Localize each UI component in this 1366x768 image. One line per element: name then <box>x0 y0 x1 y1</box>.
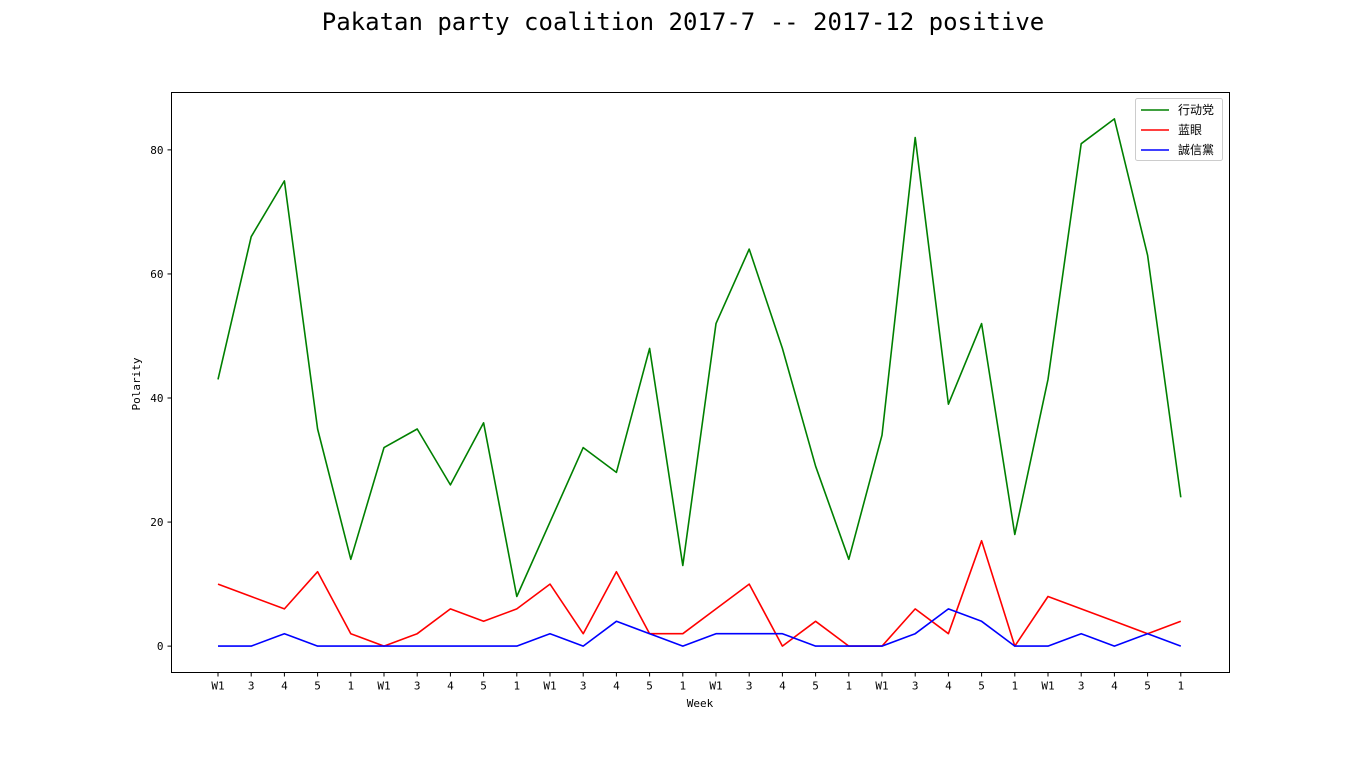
x-tick-label: 1 <box>679 680 686 693</box>
y-axis-label: Polarity <box>130 357 143 410</box>
x-tick-label: 5 <box>978 680 985 693</box>
x-tick-label: 1 <box>1177 680 1184 693</box>
x-tick-label: 4 <box>281 680 288 693</box>
x-tick-label: 1 <box>1011 680 1018 693</box>
y-tick-label: 80 <box>150 144 163 157</box>
series-lines <box>217 118 1182 647</box>
x-axis-label: Week <box>687 697 714 710</box>
x-tick-label: 4 <box>613 680 620 693</box>
legend-box <box>1135 98 1223 161</box>
x-tick-label: W1 <box>543 680 556 693</box>
x-tick-label: 4 <box>779 680 786 693</box>
x-tick-label: 1 <box>347 680 354 693</box>
y-tick-label: 0 <box>157 640 164 653</box>
y-tick-label: 60 <box>150 268 163 281</box>
x-tick-label: W1 <box>875 680 888 693</box>
y-tick-label: 40 <box>150 392 163 405</box>
x-tick-label: 3 <box>912 680 919 693</box>
legend-label: 誠信黨 <box>1178 143 1214 157</box>
x-tick-label: W1 <box>211 680 224 693</box>
x-tick-label: 3 <box>580 680 587 693</box>
series-line-0 <box>217 118 1182 598</box>
x-tick-label: 4 <box>1111 680 1118 693</box>
x-tick-label: 5 <box>1144 680 1151 693</box>
x-tick-label: 4 <box>945 680 952 693</box>
x-tick-label: 3 <box>1078 680 1085 693</box>
x-axis-ticks: W1 3 4 5 1 W1 3 4 5 1 W1 3 4 5 1 W1 3 4 5 1 W1 3 4 5 1 W1 3 4 5 1 <box>211 672 1184 693</box>
x-tick-label: 1 <box>845 680 852 693</box>
x-tick-label: 5 <box>480 680 487 693</box>
x-tick-label: W1 <box>377 680 390 693</box>
legend-label: 蓝眼 <box>1178 123 1202 137</box>
series-line-2 <box>218 608 1182 647</box>
plot-area-frame <box>171 92 1230 673</box>
x-tick-label: 3 <box>746 680 753 693</box>
series-line-1 <box>217 539 1182 647</box>
x-tick-label: W1 <box>709 680 722 693</box>
x-tick-label: 5 <box>314 680 321 693</box>
chart-title: Pakatan party coalition 2017-7 -- 2017-1… <box>321 8 1045 36</box>
y-tick-label: 20 <box>150 516 163 529</box>
x-tick-label: 3 <box>414 680 421 693</box>
x-tick-label: 5 <box>646 680 653 693</box>
x-tick-label: 4 <box>447 680 454 693</box>
x-tick-label: 1 <box>513 680 520 693</box>
legend-label: 行动党 <box>1178 102 1214 117</box>
x-tick-label: 3 <box>248 680 255 693</box>
y-axis-ticks: 0 20 40 60 80 <box>150 144 172 653</box>
x-tick-label: 5 <box>812 680 819 693</box>
x-tick-label: W1 <box>1041 680 1054 693</box>
